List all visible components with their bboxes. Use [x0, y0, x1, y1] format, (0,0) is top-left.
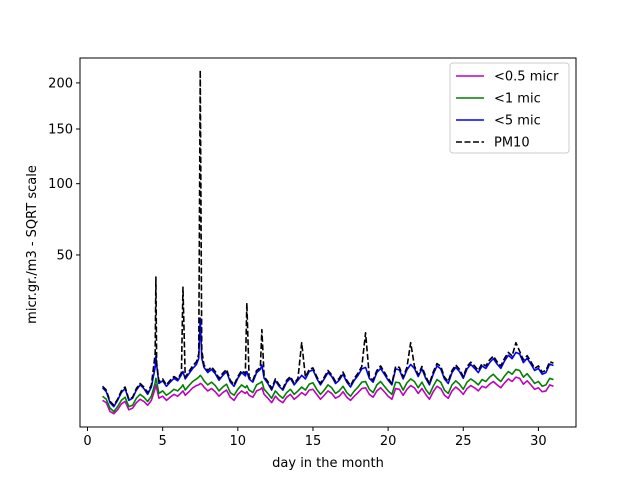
- x-tick-label: 30: [530, 434, 547, 449]
- y-tick-label: 150: [48, 123, 73, 138]
- plot-frame: [79, 57, 577, 428]
- x-tick-label: 25: [455, 434, 472, 449]
- legend-label-2: <5 mic: [494, 114, 541, 129]
- legend-label-3: PM10: [494, 136, 530, 151]
- y-tick-label: 100: [48, 177, 73, 192]
- legend-box: [449, 62, 570, 154]
- x-tick-label: 15: [305, 434, 322, 449]
- y-tick-label: 50: [56, 248, 73, 263]
- x-tick-label: 0: [83, 434, 91, 449]
- y-axis-label: micr.gr./m3 - SQRT scale: [25, 165, 40, 324]
- series-line-3: [101, 69, 554, 407]
- legend-label-0: <0.5 micr: [494, 70, 559, 85]
- series-layer: [101, 69, 554, 415]
- x-tick-label: 10: [230, 434, 247, 449]
- x-axis-label: day in the month: [272, 456, 384, 471]
- y-tick-label: 200: [48, 76, 73, 91]
- x-tick-label: 5: [159, 434, 167, 449]
- legend-label-1: <1 mic: [494, 92, 541, 107]
- series-line-1: [102, 368, 554, 413]
- axes-layer: 0 5 10 15 20 25 30 50 100 150 200 day in the month m…: [25, 57, 577, 471]
- x-tick-label: 20: [380, 434, 397, 449]
- legend: <0.5 micr <1 mic <5 mic PM10: [449, 62, 570, 154]
- series-line-0: [102, 376, 554, 415]
